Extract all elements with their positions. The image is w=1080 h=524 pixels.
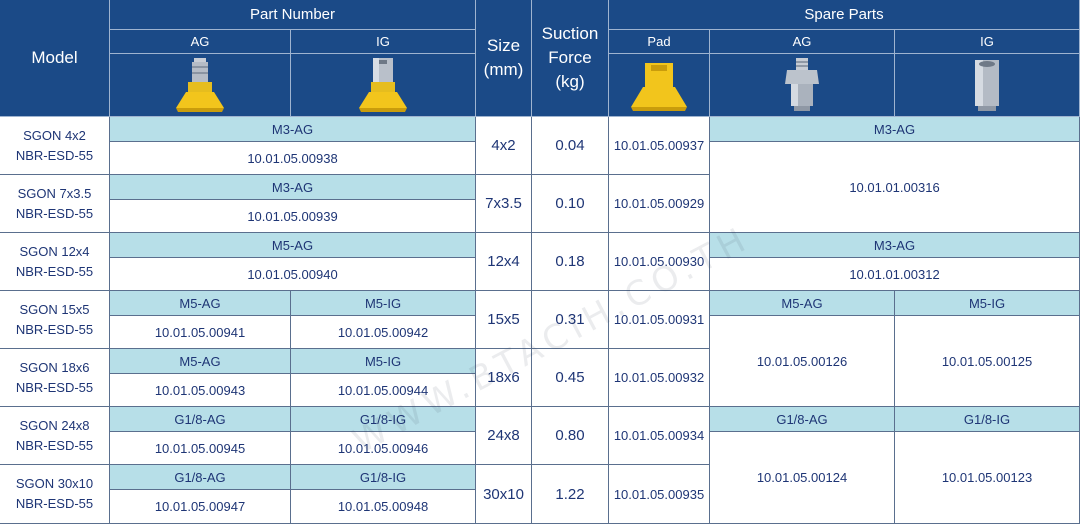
part-number-ag: 10.01.05.00943 bbox=[110, 374, 291, 407]
spare-thread-label: M3-AG bbox=[710, 233, 1080, 258]
model-cell-2: SGON 7x3.5 NBR-ESD-55 bbox=[0, 175, 110, 233]
spare-ag-image bbox=[710, 54, 895, 117]
yellow-pad-icon bbox=[631, 63, 687, 111]
size-value: 12x4 bbox=[476, 233, 532, 291]
force-value: 0.31 bbox=[532, 291, 609, 349]
force-value: 0.80 bbox=[532, 407, 609, 465]
part-number-ag: 10.01.05.00945 bbox=[110, 432, 291, 465]
thread-label-ag: G1/8-AG bbox=[110, 465, 291, 490]
header-part-ig: IG bbox=[291, 30, 476, 54]
model-cell-7: SGON 30x10 NBR-ESD-55 bbox=[0, 465, 110, 524]
spare-part-number-ag: 10.01.05.00126 bbox=[710, 316, 895, 407]
pad-part-number: 10.01.05.00937 bbox=[609, 117, 710, 175]
header-pad: Pad bbox=[609, 30, 710, 54]
pad-part-number: 10.01.05.00932 bbox=[609, 349, 710, 407]
force-value: 0.45 bbox=[532, 349, 609, 407]
spare-thread-label-ig: M5-IG bbox=[895, 291, 1080, 316]
model-cell-3: SGON 12x4 NBR-ESD-55 bbox=[0, 233, 110, 291]
part-number: 10.01.05.00939 bbox=[110, 200, 476, 233]
thread-label-ig: M5-IG bbox=[291, 349, 476, 374]
spare-part-number-ig: 10.01.05.00123 bbox=[895, 432, 1080, 524]
yellow-suction-cup-female-thread-icon bbox=[359, 58, 407, 112]
spare-ig-image bbox=[895, 54, 1080, 117]
spare-thread-label-ig: G1/8-IG bbox=[895, 407, 1080, 432]
header-suction-force: Suction Force (kg) bbox=[532, 0, 609, 117]
header-size-line1: Size bbox=[486, 36, 521, 55]
part-ig-image bbox=[291, 54, 476, 117]
spare-part-number: 10.01.01.00316 bbox=[710, 142, 1080, 233]
header-spare-ig: IG bbox=[895, 30, 1080, 54]
size-value: 18x6 bbox=[476, 349, 532, 407]
force-value: 0.04 bbox=[532, 117, 609, 175]
header-force-line2: Force bbox=[548, 48, 592, 67]
part-ag-image bbox=[110, 54, 291, 117]
header-spare-parts: Spare Parts bbox=[609, 0, 1080, 30]
thread-label-ig: G1/8-IG bbox=[291, 465, 476, 490]
silver-male-fitting-icon bbox=[785, 58, 819, 111]
force-value: 0.10 bbox=[532, 175, 609, 233]
thread-label-ig: G1/8-IG bbox=[291, 407, 476, 432]
header-size: Size (mm) bbox=[476, 0, 532, 117]
pad-part-number: 10.01.05.00930 bbox=[609, 233, 710, 291]
part-number-ag: 10.01.05.00947 bbox=[110, 490, 291, 524]
force-value: 1.22 bbox=[532, 465, 609, 524]
size-value: 30x10 bbox=[476, 465, 532, 524]
thread-label-ag: G1/8-AG bbox=[110, 407, 291, 432]
part-number-ig: 10.01.05.00942 bbox=[291, 316, 476, 349]
header-force-line3: (kg) bbox=[555, 72, 585, 91]
model-cell-4: SGON 15x5 NBR-ESD-55 bbox=[0, 291, 110, 349]
size-value: 24x8 bbox=[476, 407, 532, 465]
yellow-suction-cup-male-thread-icon bbox=[176, 58, 224, 112]
spare-part-number-ig: 10.01.05.00125 bbox=[895, 316, 1080, 407]
thread-label: M5-AG bbox=[110, 233, 476, 258]
part-number-ig: 10.01.05.00944 bbox=[291, 374, 476, 407]
force-value: 0.18 bbox=[532, 233, 609, 291]
pad-part-number: 10.01.05.00929 bbox=[609, 175, 710, 233]
part-number: 10.01.05.00938 bbox=[110, 142, 476, 175]
size-value: 15x5 bbox=[476, 291, 532, 349]
silver-female-fitting-icon bbox=[975, 60, 999, 111]
header-part-ag: AG bbox=[110, 30, 291, 54]
spare-part-number-ag: 10.01.05.00124 bbox=[710, 432, 895, 524]
part-number-ig: 10.01.05.00946 bbox=[291, 432, 476, 465]
header-part-number: Part Number bbox=[110, 0, 476, 30]
header-force-line1: Suction bbox=[541, 24, 599, 43]
pad-part-number: 10.01.05.00931 bbox=[609, 291, 710, 349]
thread-label-ag: M5-AG bbox=[110, 291, 291, 316]
spare-thread-label: M3-AG bbox=[710, 117, 1080, 142]
thread-label-ag: M5-AG bbox=[110, 349, 291, 374]
header-spare-ag: AG bbox=[710, 30, 895, 54]
size-value: 4x2 bbox=[476, 117, 532, 175]
spare-part-number: 10.01.01.00312 bbox=[710, 258, 1080, 291]
pad-part-number: 10.01.05.00934 bbox=[609, 407, 710, 465]
model-cell-6: SGON 24x8 NBR-ESD-55 bbox=[0, 407, 110, 465]
part-number: 10.01.05.00940 bbox=[110, 258, 476, 291]
model-cell-5: SGON 18x6 NBR-ESD-55 bbox=[0, 349, 110, 407]
model-cell-1: SGON 4x2 NBR-ESD-55 bbox=[0, 117, 110, 175]
spare-thread-label-ag: M5-AG bbox=[710, 291, 895, 316]
part-number-ag: 10.01.05.00941 bbox=[110, 316, 291, 349]
part-number-ig: 10.01.05.00948 bbox=[291, 490, 476, 524]
header-model: Model bbox=[0, 0, 110, 117]
size-value: 7x3.5 bbox=[476, 175, 532, 233]
header-size-line2: (mm) bbox=[483, 60, 524, 79]
thread-label-ig: M5-IG bbox=[291, 291, 476, 316]
thread-label: M3-AG bbox=[110, 175, 476, 200]
spare-thread-label-ag: G1/8-AG bbox=[710, 407, 895, 432]
pad-part-number: 10.01.05.00935 bbox=[609, 465, 710, 524]
thread-label: M3-AG bbox=[110, 117, 476, 142]
pad-image bbox=[609, 54, 710, 117]
